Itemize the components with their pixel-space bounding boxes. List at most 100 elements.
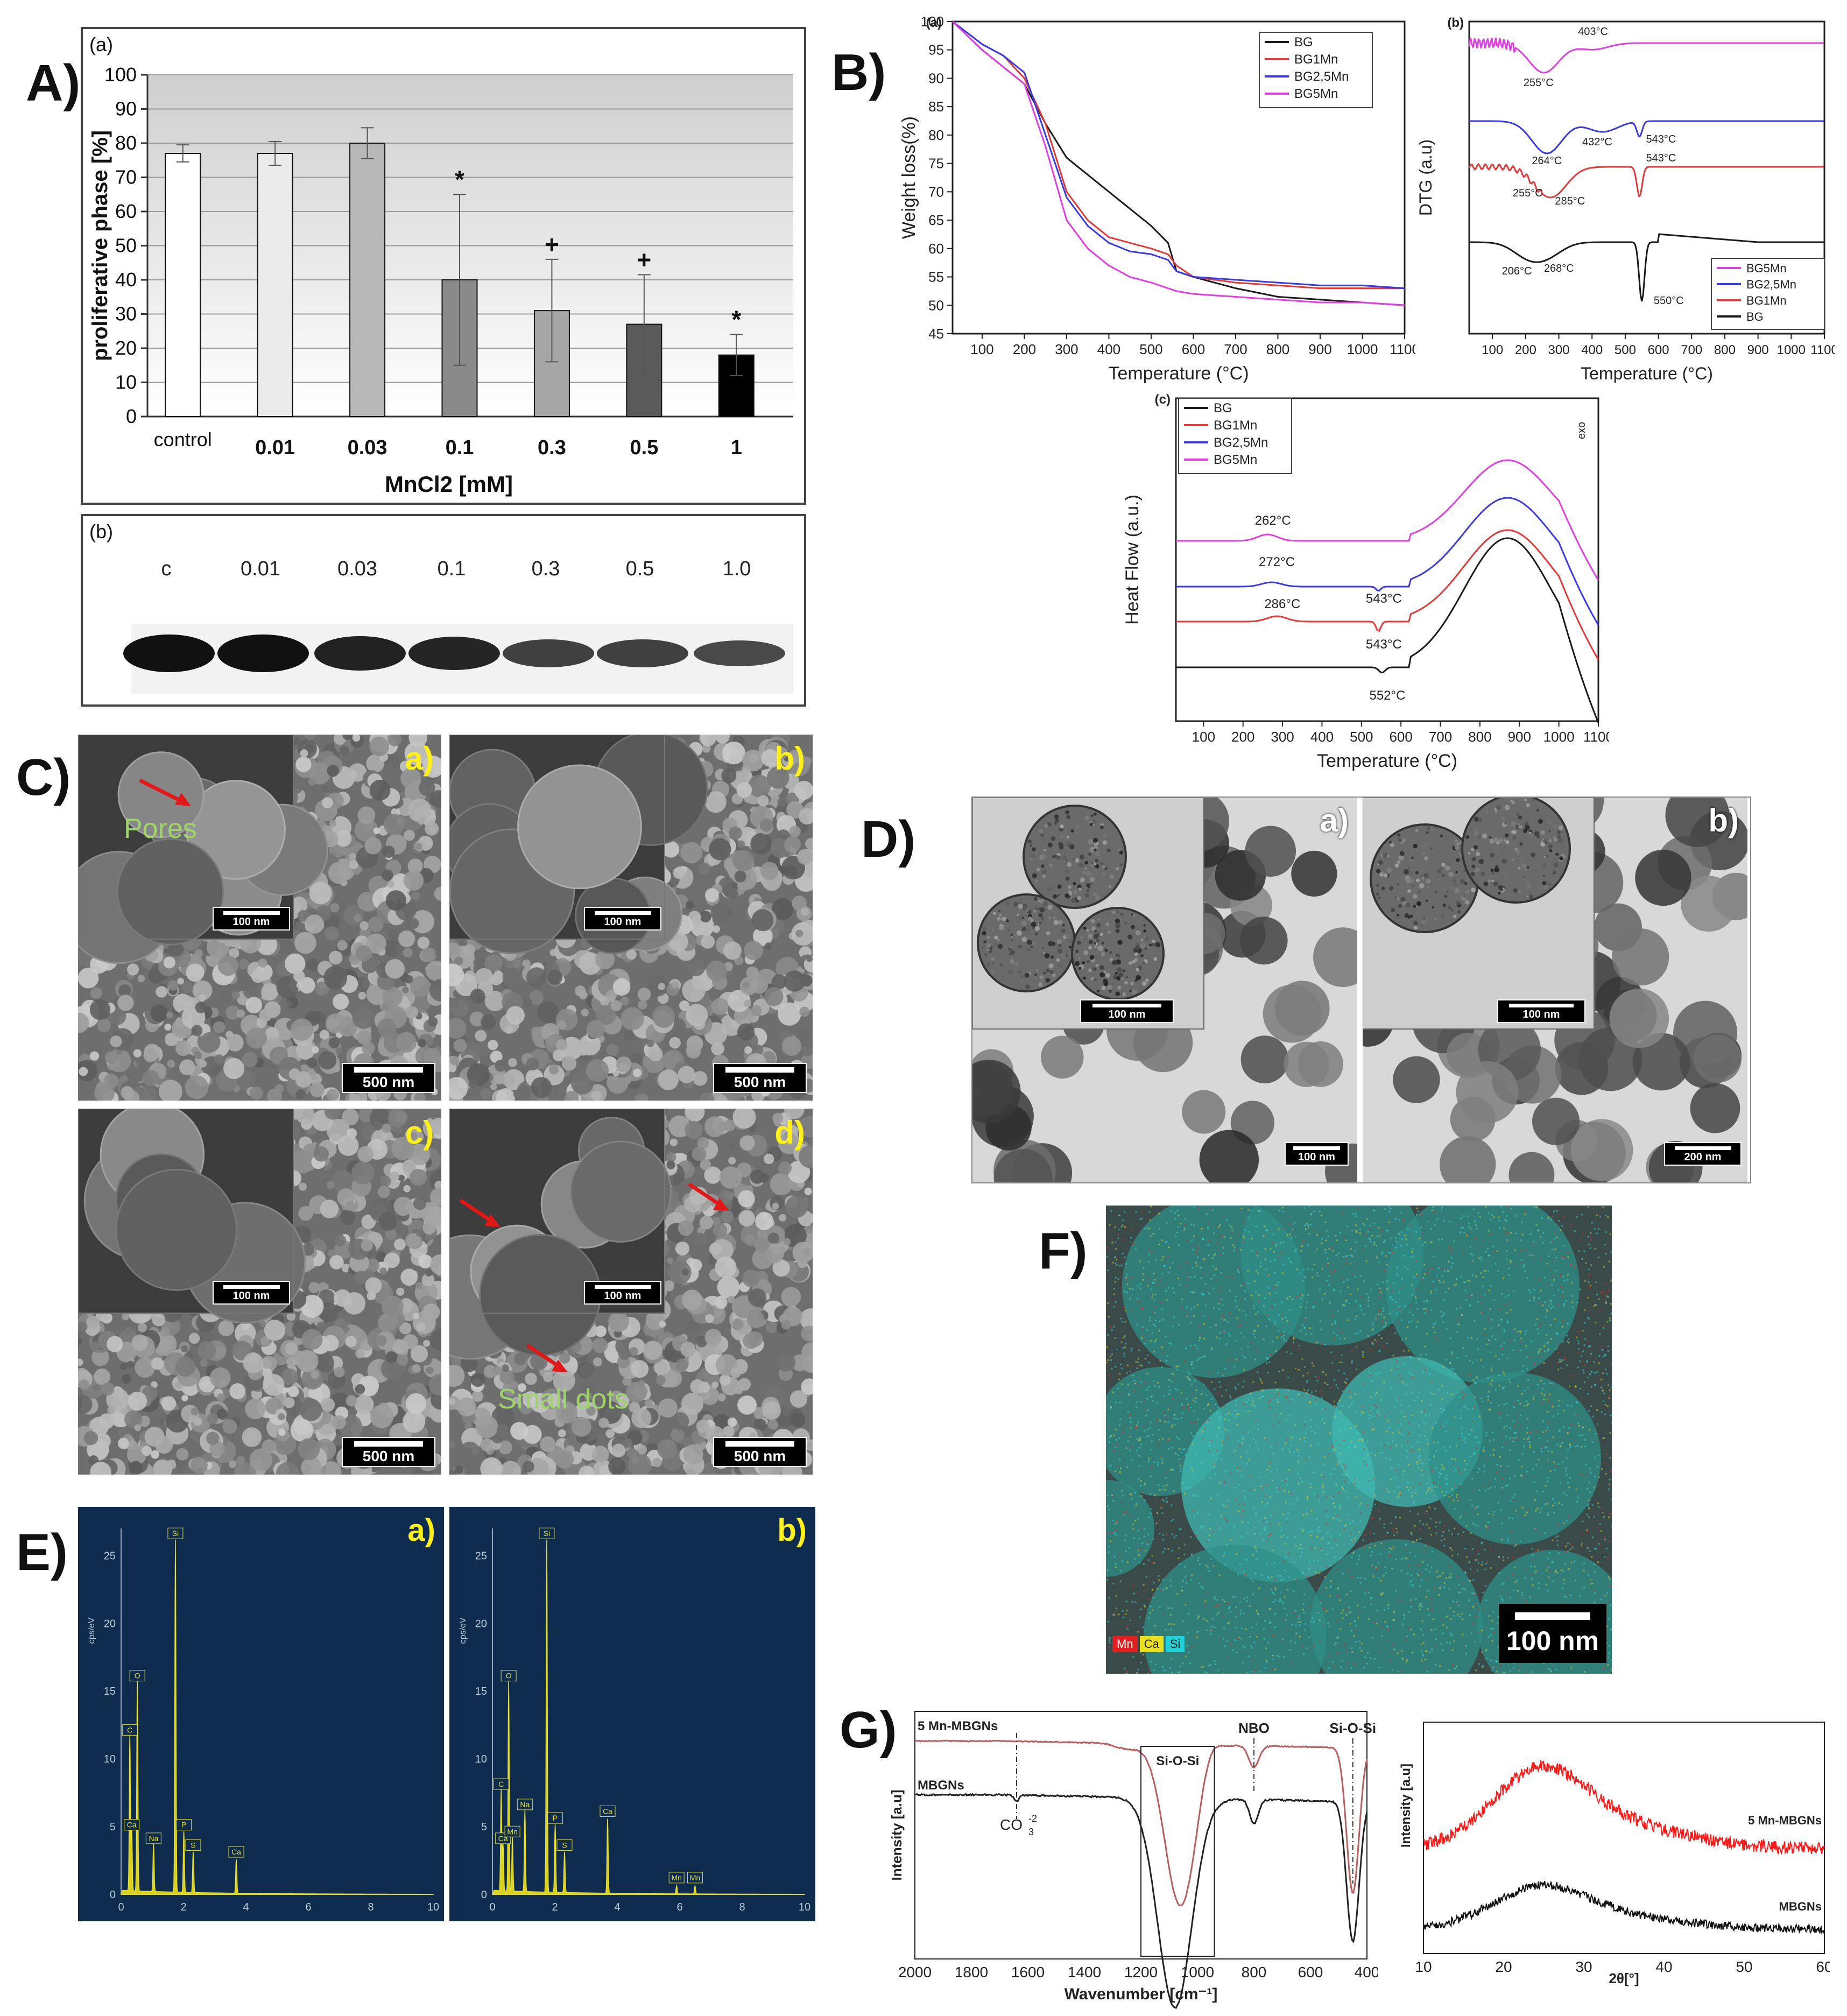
eds-peak-label: Na [145,1832,161,1844]
x-tick-label: 400 [1355,1964,1378,1980]
scale-bar: 500 nm [342,1063,435,1093]
x-tick-label: 100 [970,341,993,357]
svg-text:S: S [562,1841,567,1849]
eds-peak-label: Ca [124,1819,140,1831]
subpanel-label: (a) [926,16,942,30]
panel-a-chart-frame: (a) 0 10 20 30 40 50 60 70 80 90 100 control 0.01 0.0… [81,27,806,505]
dsc-peak-label: 286°C [1264,597,1300,611]
x-tick-label: 600 [1389,729,1412,745]
x-tick-label: 200 [1515,343,1536,357]
x-tick-label: 0.1 [446,436,474,459]
legend-box [1178,398,1292,474]
xrd-series [1423,1760,1825,1855]
x-tick-label: 600 [1298,1964,1323,1980]
legend-entry: BG [1294,35,1313,50]
y-axis-label: proliferative phase [%] [88,130,112,361]
eds-peak-label: P [176,1819,192,1831]
blot-band [408,637,500,670]
x-tick-label: 10 [427,1901,439,1913]
x-tick-label: 20 [1495,1958,1512,1975]
x-tick-label: 1000 [1777,343,1806,357]
x-tick-label: 300 [1271,729,1294,745]
blot-lane-label: 1.0 [723,558,751,580]
x-tick-label: 1000 [1543,729,1575,745]
x-tick-label: 700 [1224,341,1247,357]
exo-label: exo [1576,422,1588,439]
x-tick-label: 500 [1139,341,1162,357]
xrd-series [1423,1880,1825,1935]
ftir-annotation: Si-O-Si [1329,1720,1376,1736]
x-tick-label: 10 [1415,1958,1432,1975]
dsc-peak-label: 552°C [1369,688,1405,703]
y-tick-label: 75 [928,156,944,172]
series-line [952,20,1405,290]
x-tick-label: 300 [1548,343,1570,357]
svg-text:Mn: Mn [507,1827,517,1836]
scale-bar: 100 nm [213,1281,290,1305]
legend-entry: BG [1746,310,1764,323]
x-tick-label: 200 [1013,341,1036,357]
y-tick-label: 50 [115,235,137,257]
panel-label-c: C) [16,749,71,806]
legend-entry: BG [1214,401,1232,415]
ftir-annotation: NBO [1238,1720,1270,1736]
x-axis-label: Temperature (°C) [1581,364,1713,383]
dtg-peak-label: 543°C [1646,152,1676,164]
tem-image-grid: a) 100 nm 100 nm b) 100 nm 200 nm [971,796,1751,1183]
y-tick-label: 20 [104,1618,116,1630]
x-tick-label: 200 [1231,729,1254,745]
series-line [1176,529,1599,660]
y-tick-label: 0 [110,1889,116,1901]
eds-tile: 0 2 4 6 8 10 0 5 10 15 20 25 cps/eV C O Ca Na Si P S Ca a) [78,1507,444,1921]
svg-text:S: S [191,1841,195,1849]
y-tick-label: 40 [115,269,137,291]
dtg-peak-label: 264°C [1532,155,1562,167]
tem-tile: a) 100 nm 100 nm [972,798,1357,1182]
panel-label-g: G) [840,1701,897,1759]
blot-lane-label: c [161,558,172,580]
x-tick-label: 1000 [1347,341,1378,357]
x-tick-label: 4 [614,1901,620,1913]
svg-text:O: O [135,1672,140,1680]
eds-peak-label: S [556,1839,573,1851]
legend-entry: BG5Mn [1214,453,1257,467]
y-tick-label: 0 [481,1889,487,1901]
significance-marker: + [545,230,559,258]
x-tick-label: 800 [1714,343,1736,357]
y-tick-label: 55 [928,269,944,285]
y-tick-label: 60 [115,200,137,222]
sem-tile: b) 100 nm 500 nm [449,735,813,1101]
y-tick-label: 15 [475,1686,487,1697]
y-tick-label: 90 [928,70,944,86]
series-line [1469,233,1824,302]
x-axis-label: Wavenumber [cm⁻¹] [1065,1985,1218,2003]
x-tick-label: 1100 [1810,343,1835,357]
blot-band [503,639,594,667]
x-tick-label: 60 [1816,1958,1830,1975]
scale-bar: 500 nm [342,1437,435,1467]
map-scalebar: 100 nm [1499,1604,1606,1663]
dtg-peak-label: 543°C [1646,133,1676,145]
map-legend: Mn Ca Si [1112,1636,1185,1652]
y-tick-label: 100 [921,13,944,30]
svg-text:Ca: Ca [603,1807,612,1815]
y-axis-label: Intensity [a.u] [1399,1764,1413,1848]
ftir-annotation: 3 [1028,1827,1034,1837]
y-tick-label: 10 [104,1753,116,1765]
y-tick-label: 25 [475,1550,487,1562]
tem-tile: b) 100 nm 200 nm [1363,798,1747,1182]
svg-text:Mn: Mn [690,1873,700,1882]
svg-text:P: P [181,1821,186,1829]
legend-ca: Ca [1139,1636,1164,1652]
eds-tile-id: a) [407,1513,435,1548]
eds-spectrum [491,1539,805,1895]
y-tick-label: 15 [104,1686,116,1697]
blot-lane-label: 0.1 [438,558,466,580]
eds-peak-label: Si [167,1527,184,1539]
x-tick-label: 500 [1350,729,1373,745]
y-tick-label: 85 [928,98,944,115]
y-tick-label: 80 [115,132,137,154]
series-line [1176,459,1599,581]
series-line [1468,38,1824,74]
eds-peak-label: O [500,1670,517,1682]
